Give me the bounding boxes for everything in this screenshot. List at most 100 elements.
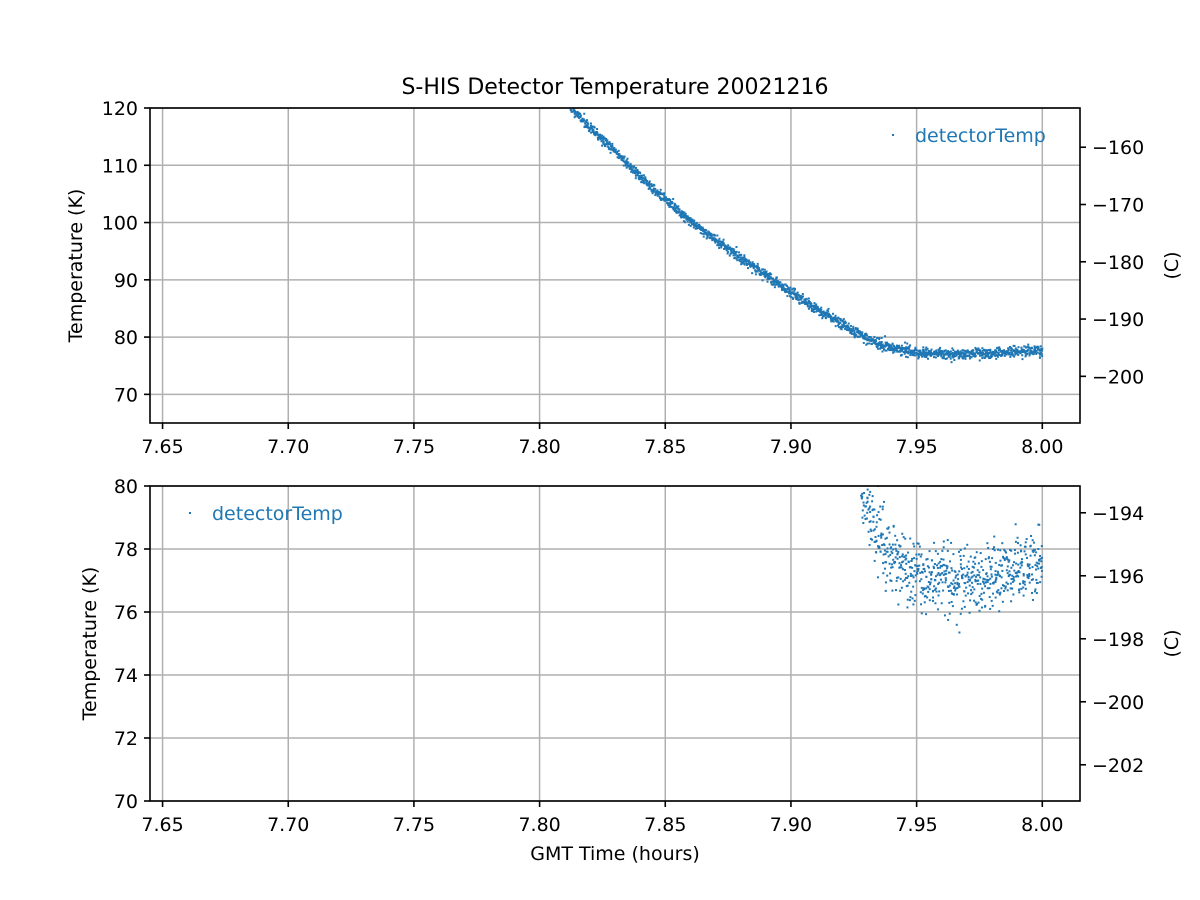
data-point: [1023, 583, 1026, 586]
data-point: [995, 351, 998, 354]
data-point: [837, 325, 840, 328]
data-point: [839, 322, 842, 325]
data-point: [1014, 351, 1017, 354]
data-point: [946, 351, 949, 354]
right-y-tick-label: −194: [1092, 503, 1144, 525]
data-point: [1021, 561, 1024, 564]
y-tick-label: 90: [114, 270, 138, 292]
data-point: [980, 592, 983, 595]
data-point: [885, 536, 888, 539]
data-point: [794, 296, 797, 299]
data-point: [926, 557, 929, 560]
data-point: [1041, 354, 1044, 357]
data-point: [1028, 574, 1031, 577]
data-point: [889, 553, 892, 556]
data-point: [748, 263, 751, 266]
data-point: [658, 192, 661, 195]
data-point: [808, 306, 811, 309]
data-point: [602, 135, 605, 138]
x-tick-label: 7.95: [895, 814, 937, 836]
data-point: [921, 352, 924, 355]
data-point: [979, 552, 982, 555]
data-point: [834, 325, 837, 328]
data-point: [636, 168, 639, 171]
data-point: [743, 263, 746, 266]
data-point: [1039, 349, 1042, 352]
data-point: [788, 292, 791, 295]
data-point: [616, 156, 619, 159]
data-point: [1033, 548, 1036, 551]
data-point: [650, 183, 653, 186]
data-point: [753, 266, 756, 269]
data-point: [907, 551, 910, 554]
data-point: [951, 569, 954, 572]
data-point: [783, 283, 786, 286]
data-point: [574, 110, 577, 113]
data-point: [980, 351, 983, 354]
data-point: [876, 336, 879, 339]
data-point: [872, 508, 875, 511]
data-point: [987, 355, 990, 358]
data-point: [842, 326, 845, 329]
data-point: [875, 551, 878, 554]
data-point: [740, 258, 743, 261]
data-point: [1037, 567, 1040, 570]
data-point: [710, 235, 713, 238]
data-point: [799, 298, 802, 301]
data-point: [949, 589, 952, 592]
data-point: [906, 356, 909, 359]
data-point: [912, 542, 915, 545]
data-point: [778, 282, 781, 285]
data-point: [962, 554, 965, 557]
data-point: [599, 133, 602, 136]
data-point: [861, 516, 864, 519]
right-y-tick-label: −200: [1092, 366, 1144, 388]
data-point: [1007, 560, 1010, 563]
data-point: [936, 353, 939, 356]
data-point: [961, 568, 964, 571]
data-point: [935, 564, 938, 567]
data-point: [998, 353, 1001, 356]
data-point: [781, 288, 784, 291]
data-point: [970, 571, 973, 574]
data-point: [849, 332, 852, 335]
data-point: [1037, 345, 1040, 348]
data-point: [1031, 347, 1034, 350]
data-point: [656, 189, 659, 192]
x-tick-label: 7.80: [518, 814, 560, 836]
data-point: [1022, 582, 1025, 585]
data-point: [959, 612, 962, 615]
data-point: [1006, 572, 1009, 575]
data-point: [948, 601, 951, 604]
data-point: [928, 571, 931, 574]
data-point: [806, 304, 809, 307]
data-point: [941, 565, 944, 568]
data-point: [600, 137, 603, 140]
data-point: [872, 339, 875, 342]
data-point: [924, 594, 927, 597]
data-point: [954, 589, 957, 592]
data-point: [718, 246, 721, 249]
data-point: [884, 537, 887, 540]
data-point: [704, 232, 707, 235]
data-point: [701, 232, 704, 235]
data-point: [810, 302, 813, 305]
data-point: [695, 227, 698, 230]
data-point: [638, 174, 641, 177]
data-point: [850, 327, 853, 330]
data-point: [989, 577, 992, 580]
data-point: [984, 355, 987, 358]
data-point: [1035, 349, 1038, 352]
data-point: [886, 574, 889, 577]
data-point: [850, 331, 853, 334]
data-point: [971, 353, 974, 356]
data-point: [631, 171, 634, 174]
data-point: [1031, 573, 1034, 576]
data-point: [907, 350, 910, 353]
data-point: [820, 313, 823, 316]
data-point: [973, 352, 976, 355]
data-point: [784, 283, 787, 286]
data-point: [725, 249, 728, 252]
data-point: [616, 150, 619, 153]
data-point: [895, 579, 898, 582]
